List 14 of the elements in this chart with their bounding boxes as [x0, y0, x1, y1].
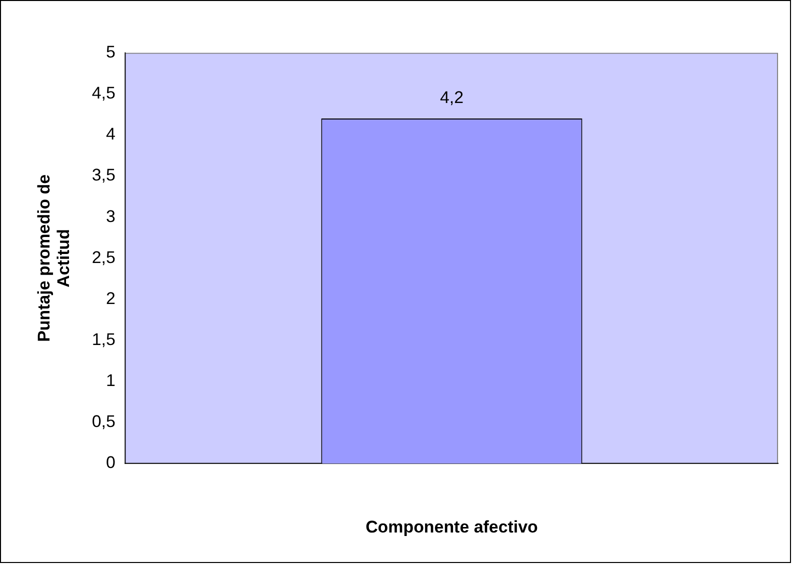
y-tick-label: 3 — [106, 206, 116, 226]
y-tick-label: 0 — [106, 453, 116, 472]
y-axis-title: Puntaje promedio de Actitud — [34, 174, 73, 342]
x-axis-title: Componente afectivo — [366, 518, 538, 537]
y-tick-label: 4 — [106, 124, 116, 144]
y-tick-label: 0,5 — [92, 412, 116, 432]
y-tick-label: 5 — [106, 42, 116, 62]
y-tick-label: 1,5 — [92, 330, 116, 349]
y-tick-label: 4,5 — [92, 84, 116, 103]
y-tick-label: 3,5 — [92, 166, 116, 185]
data-label: 4,2 — [440, 88, 464, 107]
y-tick-label: 2 — [106, 288, 116, 308]
y-tick-label: 1 — [106, 371, 116, 390]
y-tick-label: 2,5 — [92, 248, 116, 267]
